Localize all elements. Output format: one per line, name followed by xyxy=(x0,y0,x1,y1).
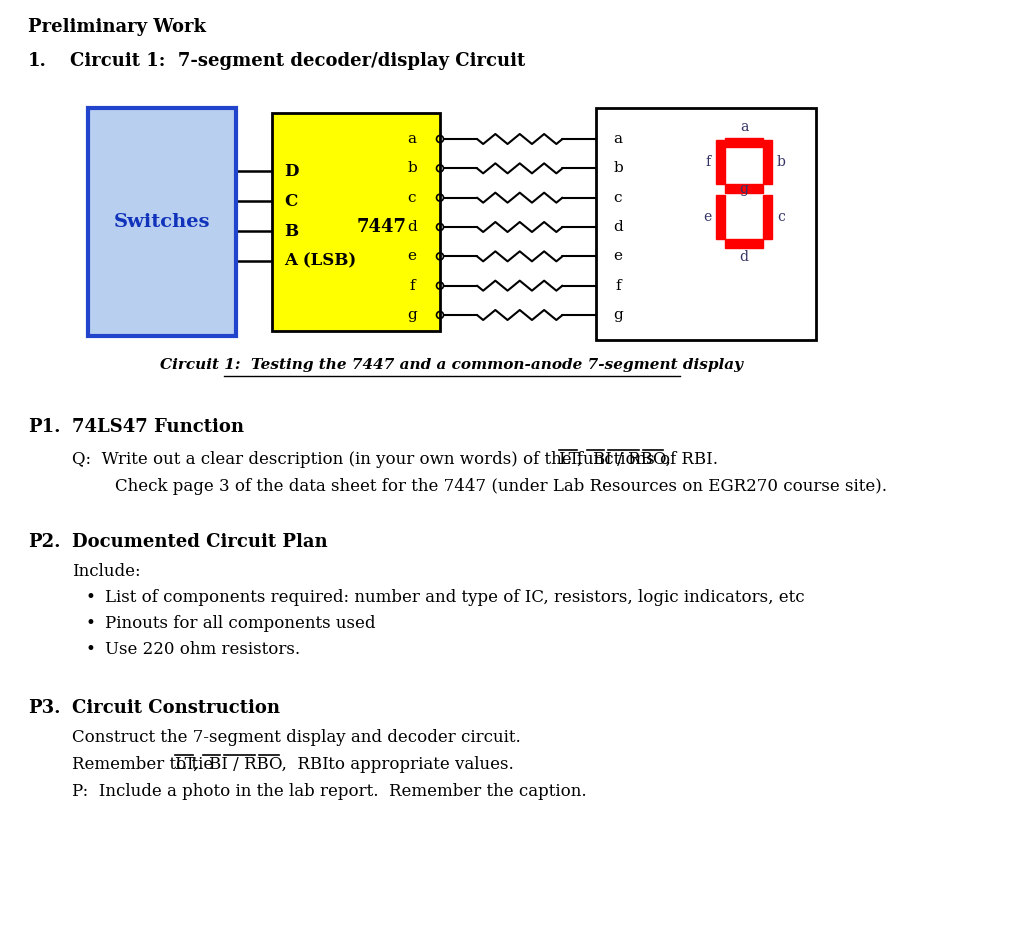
Bar xyxy=(716,195,725,239)
Text: •: • xyxy=(85,615,95,632)
Text: Q:  Write out a clear description (in your own words) of the functions of: Q: Write out a clear description (in you… xyxy=(72,451,682,468)
Bar xyxy=(725,184,763,193)
Text: 1.: 1. xyxy=(28,52,47,70)
Text: d: d xyxy=(613,220,623,234)
Bar xyxy=(725,239,763,248)
Text: •: • xyxy=(85,589,95,606)
Bar xyxy=(716,140,725,184)
Text: Construct the 7-segment display and decoder circuit.: Construct the 7-segment display and deco… xyxy=(72,729,521,746)
Text: f: f xyxy=(706,155,711,169)
Text: d: d xyxy=(739,250,749,264)
Text: P1.: P1. xyxy=(28,418,60,436)
Text: 74LS47 Function: 74LS47 Function xyxy=(72,418,244,436)
Text: LT,  BI / RBO,  RBI: LT, BI / RBO, RBI xyxy=(175,756,329,773)
Bar xyxy=(725,138,763,147)
Text: •: • xyxy=(85,641,95,658)
Text: D: D xyxy=(284,162,299,180)
Text: b: b xyxy=(408,161,417,175)
Bar xyxy=(763,195,772,239)
Text: Circuit 1:  7-segment decoder/display Circuit: Circuit 1: 7-segment decoder/display Cir… xyxy=(70,52,525,70)
Text: d: d xyxy=(408,220,417,234)
Bar xyxy=(88,108,236,336)
Text: c: c xyxy=(777,210,784,224)
Text: to appropriate values.: to appropriate values. xyxy=(323,756,514,773)
Text: Switches: Switches xyxy=(114,213,210,231)
Text: Include:: Include: xyxy=(72,563,140,580)
Text: e: e xyxy=(613,249,623,263)
Text: b: b xyxy=(613,161,623,175)
Bar xyxy=(596,108,816,340)
Text: f: f xyxy=(410,279,415,293)
Bar xyxy=(272,113,440,331)
Text: Circuit Construction: Circuit Construction xyxy=(72,699,280,717)
Text: a: a xyxy=(613,132,623,146)
Text: Use 220 ohm resistors.: Use 220 ohm resistors. xyxy=(105,641,300,658)
Text: 7447: 7447 xyxy=(356,218,407,236)
Text: e: e xyxy=(408,249,417,263)
Text: g: g xyxy=(739,182,749,196)
Text: e: e xyxy=(702,210,711,224)
Text: List of components required: number and type of IC, resistors, logic indicators,: List of components required: number and … xyxy=(105,589,805,606)
Text: Preliminary Work: Preliminary Work xyxy=(28,18,206,36)
Text: b: b xyxy=(777,155,785,169)
Text: g: g xyxy=(613,308,623,322)
Text: P:  Include a photo in the lab report.  Remember the caption.: P: Include a photo in the lab report. Re… xyxy=(72,783,587,800)
Text: C: C xyxy=(284,193,297,210)
Text: g: g xyxy=(408,308,417,322)
Text: f: f xyxy=(615,279,621,293)
Text: a: a xyxy=(408,132,417,146)
Text: a: a xyxy=(739,120,749,134)
Text: Check page 3 of the data sheet for the 7447 (under Lab Resources on EGR270 cours: Check page 3 of the data sheet for the 7… xyxy=(115,478,887,495)
Text: Remember to tie: Remember to tie xyxy=(72,756,218,773)
Text: c: c xyxy=(613,191,623,205)
Text: Pinouts for all components used: Pinouts for all components used xyxy=(105,615,376,632)
Text: B: B xyxy=(284,222,298,239)
Text: LT,  BI / RBO,  RBI.: LT, BI / RBO, RBI. xyxy=(559,451,718,468)
Text: P2.: P2. xyxy=(28,533,60,551)
Text: Documented Circuit Plan: Documented Circuit Plan xyxy=(72,533,328,551)
Bar xyxy=(763,140,772,184)
Text: A (LSB): A (LSB) xyxy=(284,252,356,270)
Text: Circuit 1:  Testing the 7447 and a common-anode 7-segment display: Circuit 1: Testing the 7447 and a common… xyxy=(161,358,743,372)
Text: c: c xyxy=(408,191,416,205)
Text: P3.: P3. xyxy=(28,699,60,717)
